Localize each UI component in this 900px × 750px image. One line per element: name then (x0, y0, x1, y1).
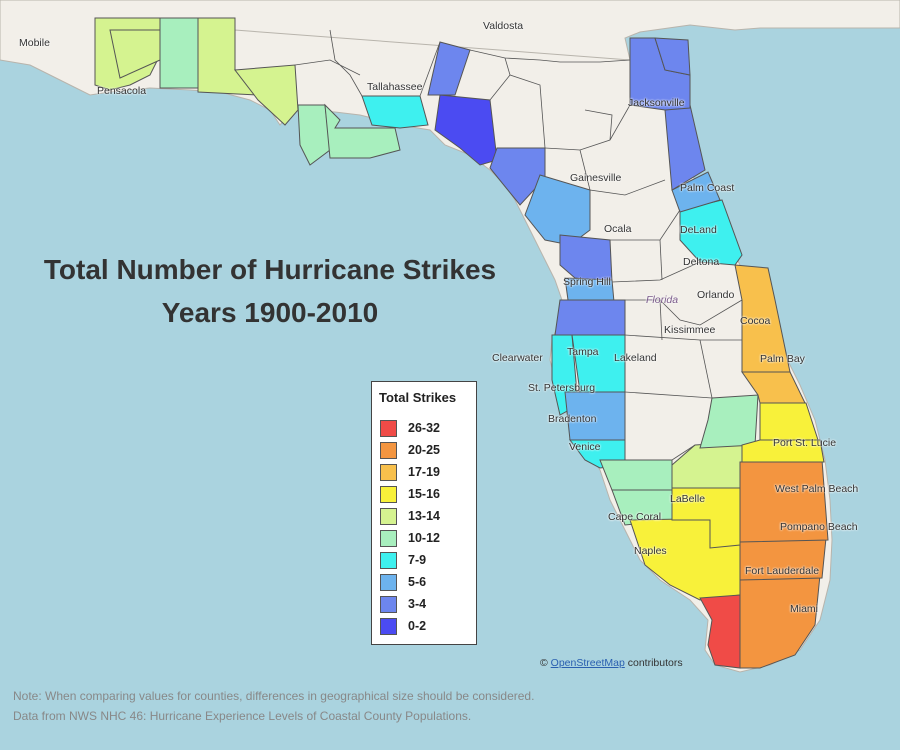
legend-item: 7-9 (380, 551, 426, 569)
county-miami-dade[interactable] (739, 574, 821, 669)
city-label-west-palm-beach: West Palm Beach (775, 483, 859, 495)
legend-label: 26-32 (408, 421, 440, 435)
legend-item: 10-12 (380, 529, 440, 547)
city-label-kissimmee: Kissimmee (664, 324, 716, 336)
city-label-pensacola: Pensacola (97, 85, 147, 97)
legend-swatch (380, 419, 397, 437)
city-label-lakeland: Lakeland (614, 352, 657, 364)
city-label-tallahassee: Tallahassee (367, 81, 423, 93)
county-volusia[interactable] (679, 199, 743, 266)
city-label-valdosta: Valdosta (483, 20, 524, 32)
legend-label: 13-14 (408, 509, 440, 523)
county-dixie[interactable] (489, 147, 546, 206)
city-label-jacksonville: Jacksonville (628, 97, 685, 109)
map-subtitle: Years 1900-2010 (161, 297, 379, 328)
city-label-pompano-beach: Pompano Beach (780, 521, 858, 533)
city-label-fort-lauderdale: Fort Lauderdale (745, 565, 820, 577)
county-nassau[interactable] (654, 37, 691, 76)
legend-label: 3-4 (408, 597, 427, 611)
legend-item: 5-6 (380, 573, 426, 591)
legend-item: 15-16 (380, 485, 440, 503)
legend-swatch (380, 551, 397, 569)
county-boundaries (294, 29, 743, 461)
county-monroe[interactable] (699, 594, 741, 669)
map-title: Total Number of Hurricane Strikes (43, 254, 497, 285)
map-attribution: © OpenStreetMap contributors (540, 657, 683, 669)
region-label-florida: Florida (646, 294, 679, 306)
footnote-data-source: Data from NWS NHC 46: Hurricane Experien… (13, 709, 472, 723)
county-jefferson[interactable] (427, 41, 471, 96)
legend-label: 20-25 (408, 443, 440, 457)
county-flagler[interactable] (671, 171, 721, 213)
legend-label: 7-9 (408, 553, 427, 567)
legend-swatch (380, 441, 397, 459)
legend-item: 20-25 (380, 441, 440, 459)
city-label-st-petersburg: St. Petersburg (528, 382, 596, 394)
legend-item: 17-19 (380, 463, 440, 481)
city-label-venice: Venice (569, 441, 601, 453)
attribution-suffix: contributors (627, 657, 683, 669)
city-label-deland: DeLand (680, 224, 717, 236)
legend-label: 0-2 (408, 619, 427, 633)
city-label-cocoa: Cocoa (740, 315, 771, 327)
county-wakulla[interactable] (361, 95, 429, 129)
county-highlands[interactable] (699, 394, 759, 449)
county-gulf[interactable] (297, 104, 331, 166)
city-label-naples: Naples (634, 545, 667, 557)
city-label-orlando: Orlando (697, 289, 735, 301)
county-pasco[interactable] (554, 299, 626, 336)
county-taylor[interactable] (434, 94, 498, 166)
city-label-palm-coast: Palm Coast (680, 182, 735, 194)
city-label-tampa: Tampa (567, 346, 599, 358)
city-label-ocala: Ocala (604, 223, 632, 235)
city-label-cape-coral: Cape Coral (608, 511, 662, 523)
county-franklin[interactable] (324, 103, 401, 159)
legend-label: 15-16 (408, 487, 440, 501)
county-charlotte[interactable] (599, 459, 673, 491)
city-label-port-st-lucie: Port St. Lucie (773, 437, 837, 449)
legend-item: 13-14 (380, 507, 440, 525)
legend-title: Total Strikes (379, 390, 457, 405)
county-okaloosa[interactable] (159, 17, 199, 89)
city-label-palm-bay: Palm Bay (760, 353, 805, 365)
legend-swatch (380, 485, 397, 503)
city-label-gainesville: Gainesville (570, 172, 622, 184)
legend-swatch (380, 463, 397, 481)
city-label-bradenton: Bradenton (548, 413, 597, 425)
footnote-size-caveat: Note: When comparing values for counties… (13, 689, 535, 703)
copyright-symbol: © (540, 657, 548, 669)
city-label-labelle: LaBelle (670, 493, 706, 505)
legend-swatch (380, 529, 397, 547)
legend-swatch (380, 595, 397, 613)
legend-item: 0-2 (380, 617, 426, 635)
legend-item: 3-4 (380, 595, 426, 613)
legend-swatch (380, 617, 397, 635)
city-label-mobile: Mobile (19, 37, 50, 49)
legend-label: 5-6 (408, 575, 427, 589)
city-label-miami: Miami (790, 603, 818, 615)
map-legend: Total Strikes 26-32 20-25 17-19 15-16 13-14 1… (371, 381, 477, 645)
city-label-spring-hill: Spring Hill (563, 276, 611, 288)
county-bay[interactable] (234, 64, 299, 126)
legend-item: 26-32 (380, 419, 440, 437)
legend-swatch (380, 573, 397, 591)
legend-swatch (380, 507, 397, 525)
city-label-clearwater: Clearwater (492, 352, 543, 364)
legend-label: 17-19 (408, 465, 440, 479)
openstreetmap-link[interactable]: OpenStreetMap (550, 657, 625, 669)
legend-label: 10-12 (408, 531, 440, 545)
city-label-deltona: Deltona (683, 256, 720, 268)
